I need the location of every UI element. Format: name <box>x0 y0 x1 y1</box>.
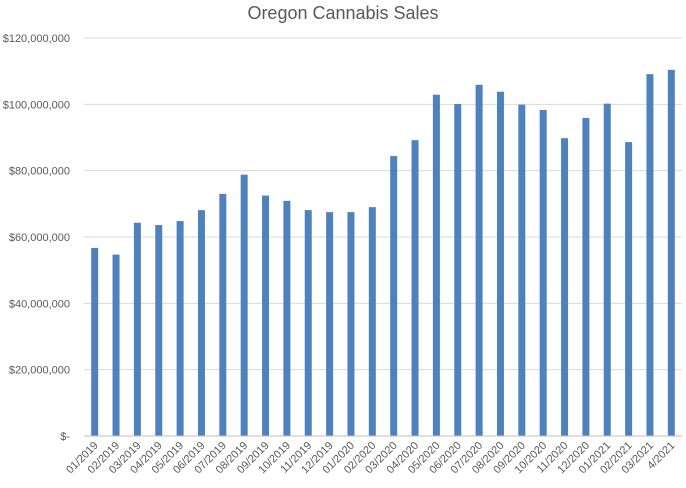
bar-05-2020 <box>432 94 440 437</box>
bar-11-2020 <box>561 138 569 436</box>
gridlines <box>84 37 682 371</box>
bars <box>91 69 675 437</box>
bar-02-2021 <box>625 142 633 436</box>
bar-04-2020 <box>411 140 419 436</box>
bar-03-2020 <box>390 156 398 436</box>
bar-01-2021 <box>603 103 611 437</box>
y-tick-label: $120,000,000 <box>3 33 70 45</box>
y-axis-ticks: $- $20,000,000 $40,000,000 $60,000,000 $80,0… <box>3 33 71 443</box>
bar-07-2019 <box>219 193 227 436</box>
bar-05-2019 <box>176 221 184 436</box>
bar-11-2019 <box>304 210 312 436</box>
bar-12-2020 <box>582 117 590 437</box>
bar-03-2019 <box>133 222 141 436</box>
bar-10-2019 <box>283 200 291 436</box>
y-tick-label: $100,000,000 <box>3 99 70 111</box>
y-tick-label: $80,000,000 <box>9 166 70 178</box>
y-tick-label: $40,000,000 <box>9 298 70 310</box>
bar-07-2020 <box>475 84 483 437</box>
bar-09-2019 <box>262 195 270 436</box>
x-axis-ticks: 01/201902/201903/201904/201905/201906/20… <box>64 440 677 477</box>
bar-01-2019 <box>91 247 99 436</box>
y-tick-label: $20,000,000 <box>9 365 70 377</box>
bar-01-2020 <box>347 212 355 437</box>
y-tick-label: $- <box>60 431 70 443</box>
bar-02-2019 <box>112 254 120 436</box>
chart-title: Oregon Cannabis Sales <box>247 3 439 23</box>
y-tick-label: $60,000,000 <box>9 232 70 244</box>
bar-06-2020 <box>454 104 462 436</box>
bar-09-2020 <box>518 104 526 437</box>
bar-08-2019 <box>240 174 248 436</box>
bar-04-2019 <box>155 225 163 436</box>
bar-06-2019 <box>197 210 205 436</box>
bar-02-2020 <box>368 207 376 436</box>
bar-12-2019 <box>326 212 334 437</box>
bar-08-2020 <box>496 91 504 436</box>
bar-4-2021 <box>667 69 675 436</box>
bar-10-2020 <box>539 109 547 436</box>
bar-03-2021 <box>646 74 654 437</box>
